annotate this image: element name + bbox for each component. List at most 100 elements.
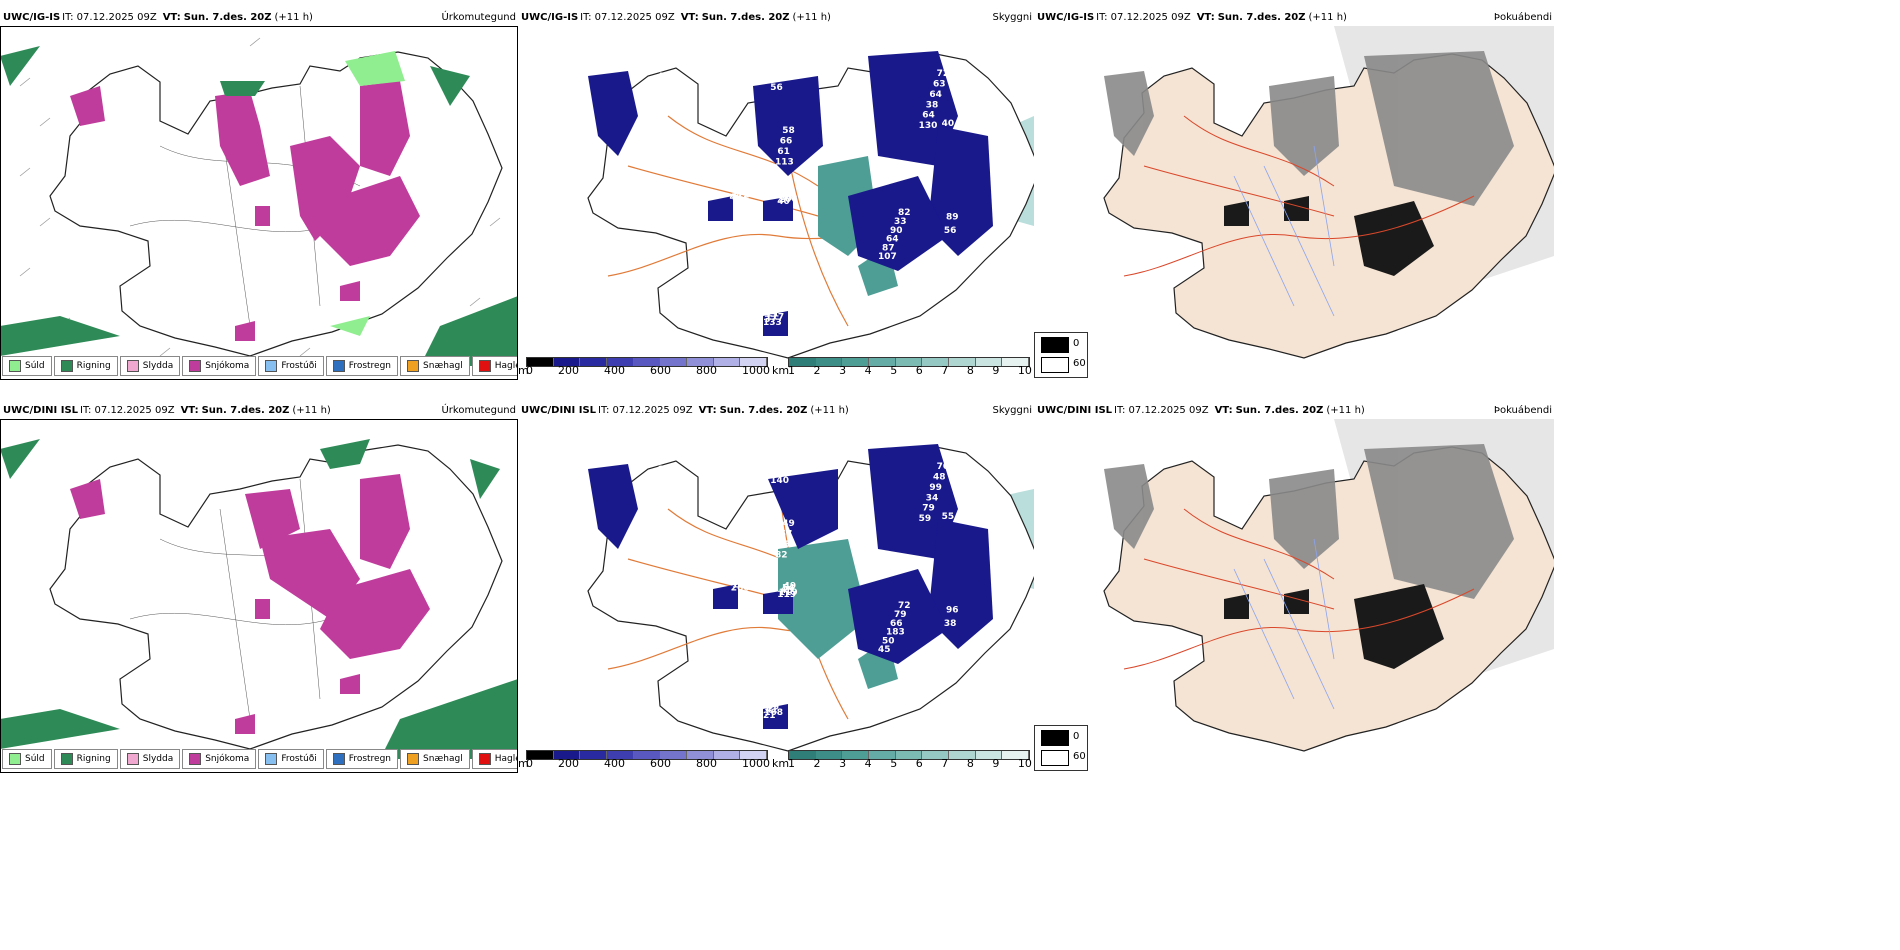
fog-dense <box>1224 584 1444 669</box>
fog-legend: 0 60 <box>1034 332 1088 378</box>
tick-label: 200 <box>558 757 579 770</box>
visibility-panel-bottom: UWC/DINI ISL IT: 07.12.2025 09Z VT: Sun. 7.… <box>518 403 1034 773</box>
lead-time: (+11 h) <box>274 12 313 23</box>
legend-item-freezing-drizzle: Frostúði <box>258 749 324 769</box>
tick-label: 400 <box>604 757 625 770</box>
legend-label: Rigning <box>76 754 111 764</box>
tick-label: 4 <box>864 757 872 770</box>
panel-title: Þokuábendi <box>1493 12 1552 23</box>
precip-map <box>0 26 518 380</box>
legend-label: Rigning <box>76 361 111 371</box>
legend-swatch <box>60 753 73 765</box>
tick-label: 0 <box>526 364 533 377</box>
tick-label: 800 <box>696 364 717 377</box>
fog-map <box>1034 26 1554 380</box>
precip-legend: Súld Rigning Slydda Snjókoma Frostúði Fr… <box>2 749 518 769</box>
visibility-km-ticks: 1 2 3 4 5 6 7 8 9 10 <box>788 364 1032 377</box>
panel-title: Þokuábendi <box>1493 405 1552 416</box>
legend-swatch <box>332 753 345 765</box>
precip-type-panel-top: UWC/IG-IS IT: 07.12.2025 09Z VT: Sun. 7.des… <box>0 10 518 380</box>
legend-label: Haglél <box>494 754 518 764</box>
tick-label: 200 <box>558 364 579 377</box>
precip-map <box>0 419 518 773</box>
legend-swatch <box>478 360 491 372</box>
fog-legend-swatch <box>1041 357 1069 373</box>
rain-areas <box>0 439 518 759</box>
visibility-map <box>518 419 1034 773</box>
lead-time: (+11 h) <box>1308 12 1347 23</box>
scale-unit-m: m <box>518 757 529 770</box>
legend-swatch <box>265 360 278 372</box>
tick-label: 1 <box>788 364 795 377</box>
legend-label: Súld <box>25 754 45 764</box>
precip-legend: Súld Rigning Slydda Snjókoma Frostúði Fr… <box>2 356 518 376</box>
legend-item-rain: Rigning <box>53 749 118 769</box>
valid-time-label: VT: <box>698 405 717 416</box>
fog-legend-swatch <box>1041 337 1069 353</box>
model-name: UWC/IG-IS <box>3 12 61 23</box>
visibility-m-ticks: 0 200 400 600 800 1000 <box>526 757 770 770</box>
panel-title: Úrkomutegund <box>441 405 516 416</box>
fog-shading <box>1104 444 1514 599</box>
valid-time: Sun. 7.des. 20Z <box>1217 12 1306 23</box>
tick-label: 600 <box>650 757 671 770</box>
valid-time-label: VT: <box>1214 405 1233 416</box>
lead-time: (+11 h) <box>810 405 849 416</box>
valid-time: Sun. 7.des. 20Z <box>1235 405 1324 416</box>
panel-header: UWC/IG-IS IT: 07.12.2025 09Z VT: Sun. 7.des… <box>1034 10 1554 26</box>
visibility-panel-top: UWC/IG-IS IT: 07.12.2025 09Z VT: Sun. 7.des… <box>518 10 1034 380</box>
fog-legend: 0 60 <box>1034 725 1088 771</box>
lead-time: (+11 h) <box>1326 405 1365 416</box>
panel-title: Úrkomutegund <box>441 12 516 23</box>
tick-label: 800 <box>696 757 717 770</box>
visibility-m-colorbar <box>526 357 768 367</box>
legend-item-drizzle: Súld <box>2 749 52 769</box>
panel-header: UWC/IG-IS IT: 07.12.2025 09Z VT: Sun. 7.des… <box>0 10 518 26</box>
legend-label: Slydda <box>142 361 174 371</box>
panel-header: UWC/DINI ISL IT: 07.12.2025 09Z VT: Sun. 7.… <box>518 403 1034 419</box>
model-name: UWC/DINI ISL <box>521 405 597 416</box>
legend-swatch <box>9 753 21 765</box>
tick-label: 1000 <box>742 757 770 770</box>
valid-time-label: VT: <box>180 405 199 416</box>
visibility-km-colorbar <box>788 750 1030 760</box>
fog-dense <box>1224 196 1434 276</box>
legend-swatch <box>189 360 202 372</box>
legend-label: Frostregn <box>348 361 392 371</box>
legend-item-snow: Snjókoma <box>182 749 257 769</box>
model-name: UWC/IG-IS <box>1037 12 1095 23</box>
visibility-km-ticks: 1 2 3 4 5 6 7 8 9 10 <box>788 757 1032 770</box>
legend-item-sleet: Slydda <box>119 749 181 769</box>
tick-label: 8 <box>966 364 974 377</box>
tick-label: 0 <box>526 757 533 770</box>
valid-time-label: VT: <box>1196 12 1215 23</box>
legend-item-freezing-rain: Frostregn <box>325 749 399 769</box>
fog-shading <box>1104 51 1514 206</box>
model-name: UWC/DINI ISL <box>3 405 79 416</box>
tick-label: 6 <box>915 364 923 377</box>
tick-label: 1 <box>788 757 795 770</box>
legend-item-hail: Haglél <box>471 749 518 769</box>
tick-label: 600 <box>650 364 671 377</box>
fog-legend-label: 60 <box>1073 751 1086 762</box>
legend-swatch <box>407 753 420 765</box>
init-time: IT: 07.12.2025 09Z <box>580 12 675 23</box>
valid-time: Sun. 7.des. 20Z <box>183 12 272 23</box>
valid-time: Sun. 7.des. 20Z <box>701 12 790 23</box>
legend-label: Slydda <box>142 754 174 764</box>
snow-areas <box>70 81 420 341</box>
tick-label: 5 <box>890 757 898 770</box>
init-time: IT: 07.12.2025 09Z <box>1114 405 1209 416</box>
legend-label: Haglél <box>494 361 518 371</box>
legend-swatch <box>407 360 420 372</box>
tick-label: 9 <box>992 364 1000 377</box>
legend-item-drizzle: Súld <box>2 356 52 376</box>
snow-areas <box>70 474 430 734</box>
tick-label: 7 <box>941 364 949 377</box>
tick-label: 10 <box>1017 757 1032 770</box>
tick-label: 9 <box>992 757 1000 770</box>
panel-title: Skyggni <box>992 405 1032 416</box>
tick-label: 2 <box>813 364 821 377</box>
legend-label: Snjókoma <box>205 361 250 371</box>
tick-label: 5 <box>890 364 898 377</box>
